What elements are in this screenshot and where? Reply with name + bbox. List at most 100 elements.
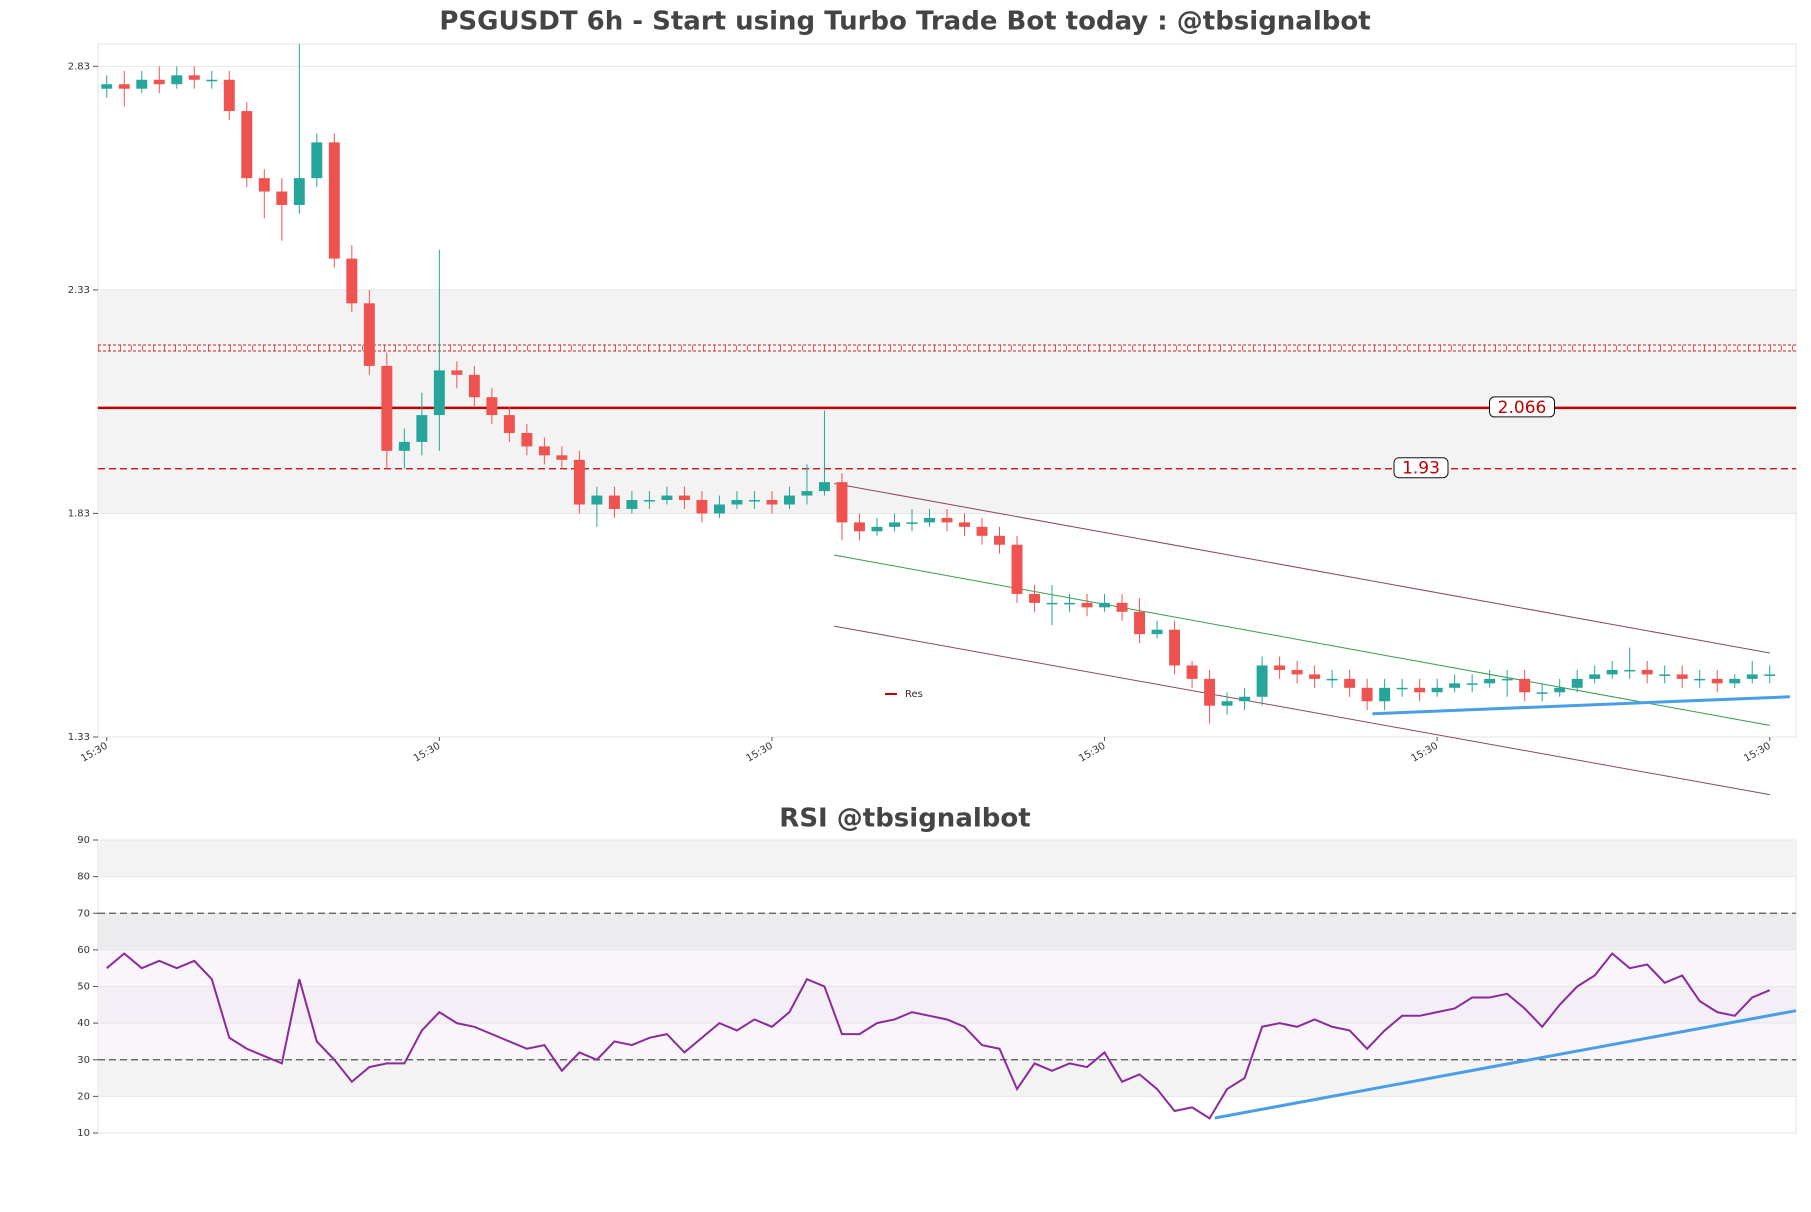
candle-body <box>1694 678 1706 681</box>
candle-body <box>871 526 883 532</box>
y-tick-label: 90 <box>77 835 90 846</box>
candle-body <box>118 84 130 89</box>
candle-body <box>626 500 638 509</box>
candle-body <box>416 415 428 442</box>
candle-body <box>556 455 568 460</box>
candle-body <box>748 500 760 502</box>
candle-body <box>1169 629 1181 666</box>
candle-body <box>311 142 323 179</box>
candle-body <box>1729 678 1741 684</box>
candle-body <box>1151 629 1163 635</box>
candle-body <box>731 500 743 505</box>
candle-body <box>1711 678 1723 684</box>
candle-body <box>1046 602 1058 605</box>
y-tick-label: 2.33 <box>68 285 90 296</box>
candle-body <box>381 365 393 451</box>
candle-body <box>573 459 585 505</box>
candle-body <box>1554 687 1566 693</box>
candle-body <box>1396 687 1408 690</box>
candle-body <box>1309 674 1321 679</box>
price-label: 1.93 <box>1402 459 1440 479</box>
candle-body <box>889 522 900 527</box>
candle-body <box>801 491 813 496</box>
candle-body <box>223 79 235 112</box>
candle-body <box>538 446 550 456</box>
candle-body <box>486 397 498 416</box>
candle-body <box>924 517 935 523</box>
candle-body <box>836 482 848 523</box>
candle-body <box>1624 669 1636 672</box>
candle-body <box>1029 593 1040 603</box>
candle-body <box>1431 687 1443 693</box>
band <box>98 949 1796 1060</box>
candle-body <box>1589 674 1601 679</box>
candle-body <box>1064 602 1076 605</box>
x-tick-label: 15:30 <box>744 741 774 765</box>
y-tick-label: 70 <box>77 908 90 919</box>
trend-line <box>1214 1009 1797 1120</box>
candle-body <box>941 517 953 523</box>
candle-body <box>276 191 288 205</box>
candle-body <box>468 374 480 398</box>
candle-body <box>1344 678 1356 688</box>
candle-body <box>451 370 463 375</box>
candle-body <box>328 142 340 259</box>
y-tick-label: 1.33 <box>68 732 90 743</box>
candle-body <box>1466 683 1478 685</box>
candle-body <box>1011 544 1023 594</box>
band <box>98 840 1796 877</box>
candle-body <box>643 500 655 502</box>
price-label-box <box>1489 396 1555 418</box>
candle-body <box>1641 669 1653 675</box>
y-tick-label: 1.83 <box>68 508 90 519</box>
candle-body <box>1186 665 1198 679</box>
candle-body <box>1256 665 1268 697</box>
candle-body <box>503 415 515 433</box>
y-tick-label: 40 <box>77 1018 90 1029</box>
candle-body <box>1501 678 1513 681</box>
candle-body <box>1536 692 1548 694</box>
candle-body <box>1606 669 1618 675</box>
candle-body <box>346 258 358 304</box>
y-tick-label: 10 <box>77 1128 90 1139</box>
candle-body <box>1571 678 1583 688</box>
candle-body <box>1519 678 1531 693</box>
candle-body <box>1221 701 1233 706</box>
y-tick-label: 30 <box>77 1055 90 1066</box>
candle-body <box>363 303 375 366</box>
candle-body <box>1449 683 1461 688</box>
price-label-box <box>1393 457 1449 479</box>
candle-body <box>1099 602 1111 608</box>
rsi-line <box>106 952 1771 1120</box>
candle-body <box>766 500 778 505</box>
price-label: 2.066 <box>1498 398 1547 418</box>
candle-body <box>1746 674 1758 679</box>
candle-body <box>293 178 305 205</box>
y-tick-label: 20 <box>77 1091 90 1102</box>
candle-body <box>171 75 183 85</box>
candle-body <box>258 178 270 192</box>
chart-title: PSGUSDT 6h - Start using Turbo Trade Bot… <box>439 7 1370 37</box>
y-tick-label: 2.83 <box>68 61 90 72</box>
candle-body <box>661 495 673 501</box>
candle-body <box>1134 611 1146 635</box>
candle-body <box>1116 602 1128 612</box>
chart-title: RSI @tbsignalbot <box>779 804 1030 834</box>
band <box>98 913 1796 950</box>
candle-body <box>818 482 830 492</box>
candle-body <box>1361 687 1373 702</box>
candle-body <box>188 75 200 80</box>
candle-body <box>591 495 603 505</box>
y-tick-label: 50 <box>77 982 90 993</box>
candle-body <box>101 84 113 89</box>
band <box>98 1059 1796 1097</box>
x-tick-label: 15:30 <box>1410 741 1440 765</box>
x-tick-label: 15:30 <box>1077 741 1107 765</box>
candle-body <box>783 495 795 505</box>
candle-body <box>1484 678 1496 684</box>
x-tick-label: 15:30 <box>1742 741 1772 765</box>
candle-body <box>1326 678 1338 681</box>
y-tick-label: 80 <box>77 872 90 883</box>
